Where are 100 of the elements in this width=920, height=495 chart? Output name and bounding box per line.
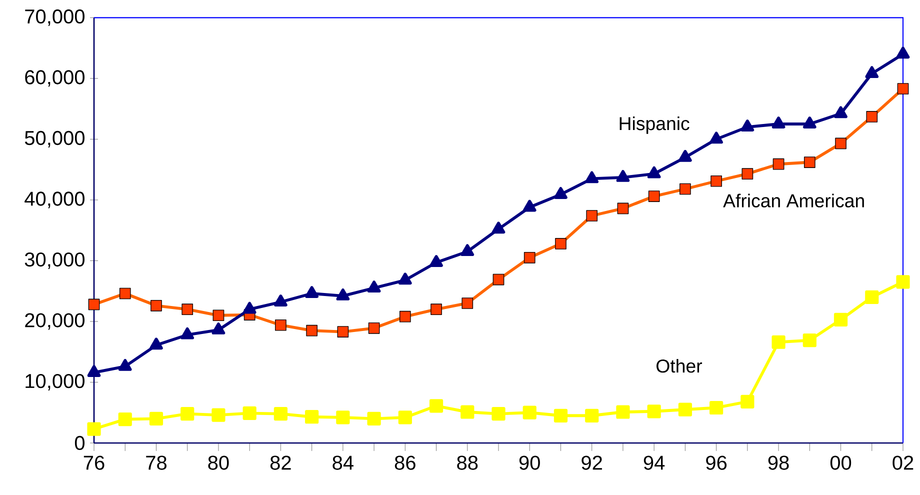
point xyxy=(275,319,286,331)
point xyxy=(180,327,194,340)
point xyxy=(772,116,786,128)
point xyxy=(866,111,878,122)
point xyxy=(865,66,879,78)
point xyxy=(742,168,754,180)
point xyxy=(678,150,692,162)
point xyxy=(680,183,691,195)
y-tick-label: 0 xyxy=(74,436,85,450)
point xyxy=(336,410,350,424)
point xyxy=(368,322,380,334)
x-tick-label: 78 xyxy=(146,456,166,470)
point xyxy=(150,300,162,312)
x-tick-label: 86 xyxy=(394,456,416,470)
point xyxy=(896,46,910,59)
point xyxy=(150,338,163,350)
y-tick-label: 50,000 xyxy=(24,130,84,148)
point xyxy=(430,304,442,315)
point xyxy=(336,288,350,300)
point xyxy=(399,310,411,322)
point xyxy=(554,408,568,422)
x-tick-label: 98 xyxy=(768,456,789,470)
point xyxy=(306,324,318,336)
y-tick-label: 20,000 xyxy=(25,313,84,330)
x-tick-label: 02 xyxy=(892,456,914,470)
point xyxy=(804,156,816,168)
point xyxy=(647,404,661,418)
point xyxy=(555,238,566,250)
point xyxy=(648,190,660,202)
point xyxy=(834,106,848,118)
point xyxy=(274,407,288,421)
point xyxy=(398,272,412,285)
point xyxy=(835,138,846,150)
point xyxy=(460,405,474,419)
point xyxy=(802,116,816,128)
point xyxy=(710,175,722,187)
point xyxy=(524,252,536,264)
point xyxy=(337,326,349,338)
point xyxy=(367,280,381,293)
point xyxy=(242,302,256,314)
point xyxy=(212,310,224,322)
point xyxy=(772,158,784,170)
point xyxy=(834,312,848,326)
point xyxy=(182,304,194,315)
point xyxy=(586,210,598,222)
x-tick-label: 90 xyxy=(519,456,540,470)
point xyxy=(492,407,506,421)
point xyxy=(87,422,101,436)
point xyxy=(585,408,599,422)
point xyxy=(460,244,474,256)
x-tick-label: 88 xyxy=(457,456,478,470)
point xyxy=(740,394,754,408)
point xyxy=(242,406,256,420)
point xyxy=(87,365,101,377)
x-tick-label: 96 xyxy=(706,456,727,470)
point xyxy=(896,275,910,289)
y-tick-label: 40,000 xyxy=(24,192,84,208)
point xyxy=(710,400,724,415)
point xyxy=(462,298,474,309)
y-tick-label: 30,000 xyxy=(24,252,84,269)
y-tick-label: 60,000 xyxy=(25,70,84,87)
point xyxy=(212,408,226,422)
x-tick-label: 94 xyxy=(644,456,665,470)
point xyxy=(865,290,879,304)
series-label: Other xyxy=(656,358,702,373)
point xyxy=(212,322,226,334)
point xyxy=(180,407,194,421)
point xyxy=(88,298,100,310)
point xyxy=(710,132,723,144)
point xyxy=(492,274,504,286)
point xyxy=(740,120,754,132)
x-tick-label: 76 xyxy=(84,456,104,470)
point xyxy=(897,83,909,94)
point xyxy=(492,222,506,234)
x-tick-label: 00 xyxy=(830,456,852,470)
point xyxy=(429,399,444,413)
point xyxy=(149,412,164,426)
point xyxy=(118,358,132,371)
point xyxy=(522,406,536,420)
x-tick-label: 80 xyxy=(208,456,229,470)
point xyxy=(647,166,661,178)
point xyxy=(398,410,412,424)
point xyxy=(802,334,816,348)
series-label: Hispanic xyxy=(620,116,690,134)
y-tick-label: 70,000 xyxy=(25,9,84,26)
series-label: African American xyxy=(723,194,864,208)
point xyxy=(616,405,630,419)
point xyxy=(772,335,786,349)
point xyxy=(118,412,132,426)
x-tick-label: 92 xyxy=(582,456,602,470)
point xyxy=(305,286,318,298)
point xyxy=(119,288,131,300)
point xyxy=(678,402,692,416)
point xyxy=(522,200,536,212)
point xyxy=(274,294,288,306)
point xyxy=(554,187,568,199)
point xyxy=(305,410,319,424)
y-tick-label: 10,000 xyxy=(26,374,84,390)
point xyxy=(430,255,443,267)
x-tick-label: 82 xyxy=(270,456,291,470)
